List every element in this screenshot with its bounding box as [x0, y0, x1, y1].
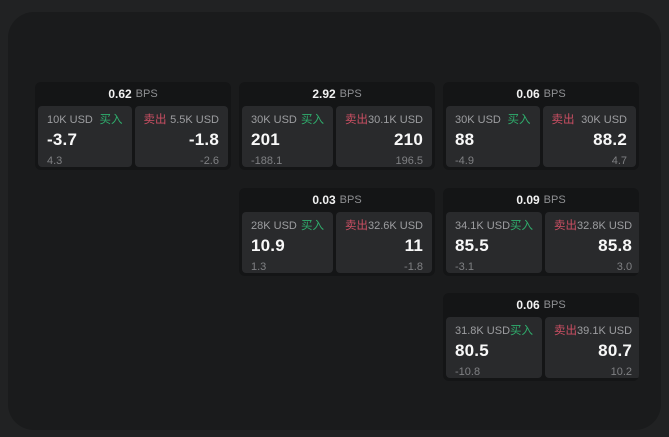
buy-amount: 30K USD [251, 114, 297, 126]
sell-side-label: 卖出 [554, 220, 578, 232]
bps-unit: BPS [543, 88, 566, 100]
sell-delta: -2.6 [200, 155, 219, 167]
sell-delta: 3.0 [616, 261, 633, 273]
buy-delta: 1.3 [251, 261, 267, 273]
buy-side-label: 买入 [99, 114, 123, 126]
buy-panel[interactable]: 31.8K USD 买入 80.5 -10.8 [446, 317, 543, 378]
buy-amount: 34.1K USD [455, 220, 511, 232]
sell-panel[interactable]: 卖出 30K USD 88.2 4.7 [542, 106, 636, 167]
bps-unit: BPS [543, 194, 566, 206]
quote-card: 0.62 BPS 10K USD 买入 -3.7 4.3 卖出 5.5K USD… [35, 82, 231, 170]
sell-delta: 196.5 [395, 155, 423, 167]
quote-card: 0.06 BPS 31.8K USD 买入 80.5 -10.8 卖出 39.1… [443, 293, 639, 381]
buy-panel[interactable]: 28K USD 买入 10.9 1.3 [242, 212, 333, 273]
bps-unit: BPS [339, 194, 362, 206]
sell-amount: 32.6K USD [367, 220, 423, 232]
quote-card: 0.03 BPS 28K USD 买入 10.9 1.3 卖出 32.6K US… [239, 188, 435, 276]
sell-side-label: 卖出 [551, 114, 575, 126]
buy-price: 85.5 [455, 236, 489, 255]
buy-panel[interactable]: 10K USD 买入 -3.7 4.3 [38, 106, 132, 167]
buy-side-label: 买入 [300, 220, 324, 232]
buy-delta: 4.3 [47, 155, 63, 167]
sell-delta: 10.2 [610, 366, 633, 378]
sell-delta: -1.8 [404, 261, 423, 273]
sell-amount: 30.1K USD [367, 114, 423, 126]
buy-side-label: 买入 [510, 325, 534, 337]
buy-amount: 31.8K USD [455, 325, 511, 337]
sell-price: 11 [404, 236, 423, 255]
buy-delta: -3.1 [455, 261, 474, 273]
buy-panel[interactable]: 34.1K USD 买入 85.5 -3.1 [446, 212, 543, 273]
sell-panel[interactable]: 卖出 39.1K USD 80.7 10.2 [545, 317, 639, 378]
buy-price: 10.9 [251, 236, 285, 255]
buy-sell-panels: 30K USD 买入 88 -4.9 卖出 30K USD 88.2 4.7 [443, 106, 639, 167]
buy-price: 88 [455, 130, 475, 149]
buy-sell-panels: 31.8K USD 买入 80.5 -10.8 卖出 39.1K USD 80.… [443, 317, 639, 378]
sell-amount: 5.5K USD [170, 114, 219, 126]
quote-card: 2.92 BPS 30K USD 买入 201 -188.1 卖出 30.1K … [239, 82, 435, 170]
sell-side-label: 卖出 [344, 114, 368, 126]
sell-panel[interactable]: 卖出 30.1K USD 210 196.5 [335, 106, 432, 167]
card-bps-header: 0.09 BPS [443, 188, 639, 212]
buy-price: -3.7 [47, 130, 78, 149]
card-bps-header: 2.92 BPS [239, 82, 435, 106]
sell-panel[interactable]: 卖出 32.8K USD 85.8 3.0 [545, 212, 639, 273]
buy-price: 80.5 [455, 341, 489, 360]
buy-price: 201 [251, 130, 280, 149]
sell-side-label: 卖出 [554, 325, 578, 337]
buy-sell-panels: 28K USD 买入 10.9 1.3 卖出 32.6K USD 11 -1.8 [239, 212, 435, 273]
sell-amount: 39.1K USD [577, 325, 633, 337]
sell-side-label: 卖出 [143, 114, 167, 126]
sell-panel[interactable]: 卖出 5.5K USD -1.8 -2.6 [134, 106, 228, 167]
quote-card: 0.06 BPS 30K USD 买入 88 -4.9 卖出 30K USD 8… [443, 82, 639, 170]
sell-side-label: 卖出 [344, 220, 368, 232]
sell-price: 210 [394, 130, 423, 149]
bps-value: 0.09 [516, 193, 540, 207]
card-bps-header: 0.06 BPS [443, 293, 639, 317]
buy-side-label: 买入 [507, 114, 531, 126]
sell-delta: 4.7 [611, 155, 627, 167]
buy-sell-panels: 10K USD 买入 -3.7 4.3 卖出 5.5K USD -1.8 -2.… [35, 106, 231, 167]
buy-sell-panels: 34.1K USD 买入 85.5 -3.1 卖出 32.8K USD 85.8… [443, 212, 639, 273]
sell-amount: 30K USD [581, 114, 627, 126]
card-bps-header: 0.62 BPS [35, 82, 231, 106]
bps-value: 0.06 [516, 87, 540, 101]
buy-side-label: 买入 [300, 114, 324, 126]
sell-amount: 32.8K USD [577, 220, 633, 232]
sell-price: 85.8 [598, 236, 633, 255]
bps-value: 0.06 [516, 298, 540, 312]
bps-value: 0.03 [312, 193, 336, 207]
buy-amount: 28K USD [251, 220, 297, 232]
sell-panel[interactable]: 卖出 32.6K USD 11 -1.8 [335, 212, 432, 273]
buy-panel[interactable]: 30K USD 买入 201 -188.1 [242, 106, 333, 167]
card-bps-header: 0.03 BPS [239, 188, 435, 212]
sell-price: 80.7 [598, 341, 633, 360]
sell-price: 88.2 [593, 130, 627, 149]
buy-delta: -188.1 [251, 155, 283, 167]
bps-unit: BPS [543, 299, 566, 311]
card-bps-header: 0.06 BPS [443, 82, 639, 106]
buy-amount: 30K USD [455, 114, 501, 126]
buy-side-label: 买入 [510, 220, 534, 232]
sell-price: -1.8 [188, 130, 219, 149]
bps-unit: BPS [339, 88, 362, 100]
bps-unit: BPS [135, 88, 158, 100]
buy-sell-panels: 30K USD 买入 201 -188.1 卖出 30.1K USD 210 1… [239, 106, 435, 167]
buy-panel[interactable]: 30K USD 买入 88 -4.9 [446, 106, 540, 167]
quote-card: 0.09 BPS 34.1K USD 买入 85.5 -3.1 卖出 32.8K… [443, 188, 639, 276]
bps-value: 2.92 [312, 87, 336, 101]
buy-delta: -10.8 [455, 366, 481, 378]
buy-delta: -4.9 [455, 155, 474, 167]
bps-value: 0.62 [108, 87, 132, 101]
buy-amount: 10K USD [47, 114, 93, 126]
